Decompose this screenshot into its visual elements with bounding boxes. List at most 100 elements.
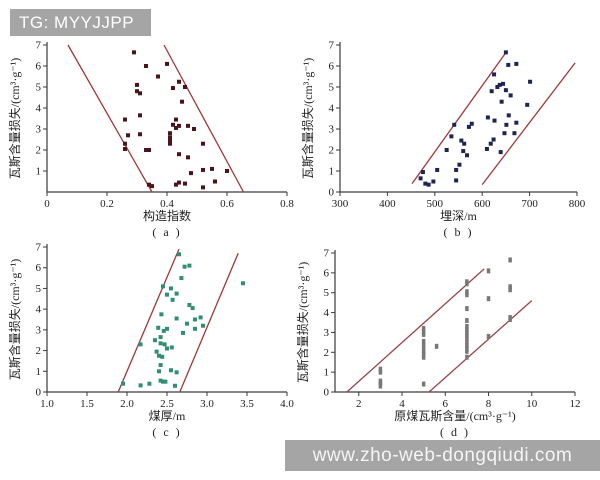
- data-point: [123, 117, 127, 122]
- data-point: [165, 326, 169, 331]
- x-tick-label: 10: [526, 398, 538, 410]
- y-tick-label: 0: [36, 387, 42, 399]
- data-point: [182, 264, 187, 269]
- envelope-line: [67, 44, 153, 193]
- y-tick-label: 3: [36, 124, 42, 136]
- data-point: [421, 348, 426, 354]
- y-tick-label: 5: [36, 82, 42, 94]
- data-point: [187, 303, 192, 307]
- y-tick-label: 4: [36, 304, 42, 316]
- data-point: [186, 155, 190, 160]
- subplot-caption: ( a ): [152, 225, 181, 239]
- envelope-line: [163, 44, 245, 193]
- axis-spines: [339, 42, 577, 193]
- data-point: [157, 353, 161, 358]
- data-point: [173, 383, 177, 388]
- scatter-plot-c: 1.0 1.5 2.0 2.5 3.0 3.5 4.0 0 1 2 3 4 5 6 7 煤厚/m ( c ) 瓦斯…: [7, 242, 294, 440]
- x-tick-label: 0.6: [220, 198, 234, 210]
- data-point: [160, 354, 165, 359]
- subplot-caption: ( c ): [152, 425, 181, 439]
- data-point: [378, 366, 383, 372]
- data-point: [506, 62, 511, 67]
- data-point: [183, 181, 187, 186]
- data-point: [158, 335, 163, 340]
- data-point: [492, 72, 497, 77]
- data-point: [378, 380, 383, 386]
- y-tick-label: 1: [36, 166, 42, 178]
- data-point: [158, 378, 163, 383]
- data-point: [418, 176, 423, 181]
- data-point: [528, 79, 533, 84]
- data-point: [162, 342, 167, 347]
- data-point: [168, 135, 172, 140]
- y-tick-label: 4: [329, 103, 335, 115]
- x-tick-label: 0.4: [160, 198, 174, 210]
- data-point: [174, 291, 179, 296]
- data-point: [484, 146, 489, 151]
- y-tick-label: 3: [324, 327, 330, 339]
- subplot-caption: ( b ): [444, 225, 474, 239]
- data-point: [123, 141, 127, 146]
- y-tick-label: 1: [329, 166, 335, 178]
- data-point: [508, 257, 512, 263]
- data-point: [147, 182, 151, 187]
- data-point: [421, 325, 426, 331]
- data-point: [132, 50, 136, 55]
- data-point: [153, 338, 157, 343]
- data-point: [138, 342, 143, 347]
- data-point: [465, 326, 469, 332]
- y-tick-label: 6: [329, 61, 335, 73]
- data-point: [508, 93, 513, 98]
- y-tick-label: 2: [329, 145, 335, 157]
- data-point: [201, 185, 205, 190]
- data-point: [469, 121, 474, 126]
- y-tick-label: 2: [324, 347, 330, 359]
- scatter-plot-a: 0 0.2 0.4 0.6 0.8 1 2 3 4 5 6 7 构造指数 ( a ) 瓦斯含量损失/(cm³…: [7, 40, 294, 240]
- data-point: [421, 351, 426, 357]
- data-point: [508, 317, 512, 323]
- data-point: [213, 179, 217, 184]
- data-point: [147, 148, 151, 152]
- data-point: [177, 79, 181, 84]
- data-point: [502, 131, 507, 136]
- data-point: [138, 113, 142, 118]
- data-point: [135, 82, 139, 87]
- y-tick-label: 2: [36, 145, 42, 157]
- data-point: [421, 338, 426, 344]
- y-tick-label: 5: [329, 82, 335, 94]
- data-point: [165, 346, 169, 351]
- data-point: [462, 141, 467, 146]
- data-point: [123, 146, 127, 151]
- x-tick-label: 3.0: [200, 398, 214, 410]
- data-point: [201, 167, 205, 172]
- data-point: [492, 118, 497, 123]
- x-tick-label: 4: [399, 398, 405, 410]
- x-tick-label: 600: [474, 198, 491, 210]
- envelope-line: [481, 62, 576, 186]
- x-tick-label: 4.0: [280, 398, 294, 410]
- y-tick-label: 7: [324, 248, 330, 260]
- data-point: [466, 124, 471, 129]
- data-point: [177, 252, 181, 257]
- x-tick-label: 700: [521, 198, 538, 210]
- data-point: [161, 328, 166, 333]
- data-point: [171, 86, 175, 91]
- data-point: [169, 286, 173, 291]
- data-point: [486, 296, 491, 302]
- x-tick-label: 2: [356, 398, 362, 410]
- data-point: [138, 383, 143, 388]
- data-point: [169, 345, 174, 350]
- envelope-line: [117, 248, 180, 393]
- data-point: [174, 125, 178, 130]
- data-point: [461, 149, 466, 154]
- data-point: [163, 379, 168, 384]
- data-point: [452, 122, 457, 127]
- data-point: [201, 323, 205, 328]
- x-tick-label: 1.5: [80, 398, 94, 410]
- data-point: [193, 317, 197, 322]
- url-watermark-bar: www.zho-web-dongqiudi.com: [285, 440, 600, 471]
- data-point: [465, 348, 469, 354]
- y-tick-label: 0: [324, 387, 330, 399]
- data-point: [165, 292, 169, 297]
